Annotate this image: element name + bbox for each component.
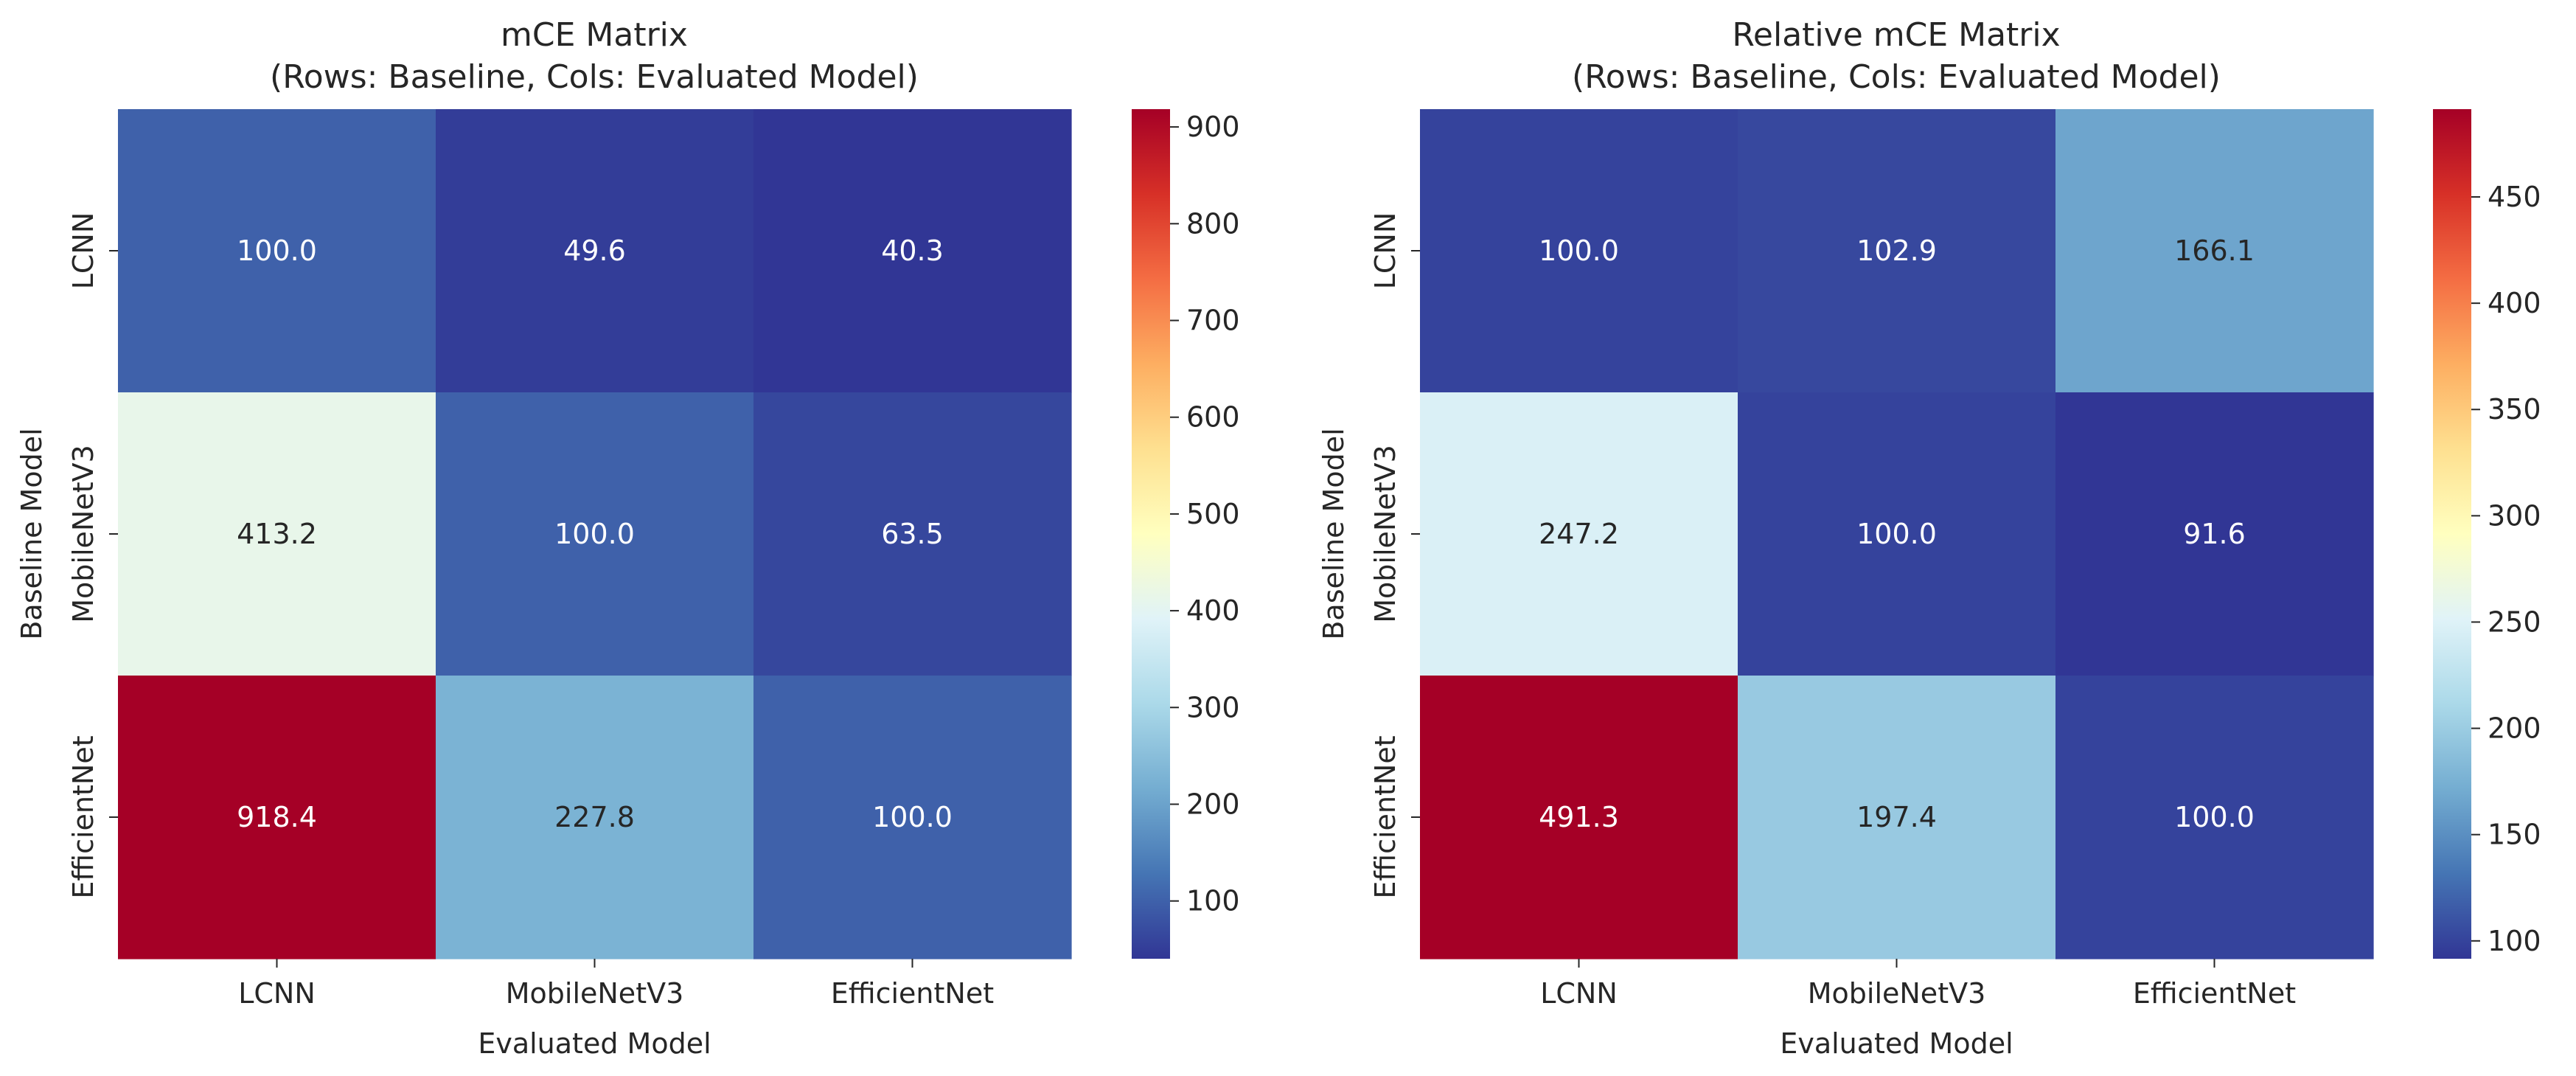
heatmap-cell <box>1420 109 1738 393</box>
cell-label: 227.8 <box>554 801 635 833</box>
x-tick-label: MobileNetV3 <box>1808 977 1986 1010</box>
colorbar-tick-label: 450 <box>2488 181 2541 213</box>
heatmap-panel-2: Relative mCE Matrix (Rows: Baseline, Cols… <box>1317 16 2541 1060</box>
cell-label: 918.4 <box>237 801 317 833</box>
heatmap-cell <box>1420 392 1738 676</box>
heatmap-cell <box>2055 676 2374 959</box>
cell-label: 63.5 <box>881 518 944 550</box>
cell-label: 102.9 <box>1856 235 1937 267</box>
colorbar-tick-label: 700 <box>1186 305 1240 337</box>
colorbar-tick-label: 900 <box>1186 111 1240 143</box>
cell-label: 100.0 <box>1539 235 1619 267</box>
colorbar-tick-label: 200 <box>1186 788 1240 820</box>
y-tick-label: LCNN <box>67 212 100 290</box>
y-axis-label: Baseline Model <box>15 428 48 639</box>
x-tick-label: LCNN <box>1540 977 1618 1010</box>
heatmap-cell <box>1738 676 2056 959</box>
y-tick-label: EfficientNet <box>67 735 100 898</box>
colorbar-tick-label: 500 <box>1186 498 1240 530</box>
cell-label: 100.0 <box>2174 801 2255 833</box>
x-axis-label: Evaluated Model <box>1780 1027 2013 1060</box>
colorbar-tick-label: 600 <box>1186 401 1240 434</box>
cell-label: 49.6 <box>563 235 626 267</box>
colorbar-tick-label: 150 <box>2488 819 2541 851</box>
chart-subtitle: (Rows: Baseline, Cols: Evaluated Model) <box>1572 58 2221 96</box>
colorbar-tick-label: 400 <box>2488 287 2541 319</box>
colorbar-tick-label: 350 <box>2488 393 2541 426</box>
x-tick-label: LCNN <box>238 977 316 1010</box>
heatmap-cell <box>436 392 754 676</box>
colorbar-tick-label: 400 <box>1186 594 1240 627</box>
heatmap-cell <box>118 109 436 393</box>
heatmap-cell <box>1738 109 2056 393</box>
heatmap-cell <box>753 676 1072 959</box>
colorbar-tick-label: 100 <box>2488 925 2541 957</box>
cell-label: 100.0 <box>237 235 317 267</box>
cell-label: 247.2 <box>1539 518 1619 550</box>
colorbar-tick-label: 250 <box>2488 605 2541 638</box>
x-tick-label: MobileNetV3 <box>506 977 684 1010</box>
heatmap-cell <box>436 109 754 393</box>
cell-label: 100.0 <box>1856 518 1937 550</box>
colorbar-tick-label: 800 <box>1186 207 1240 240</box>
heatmap-cell <box>118 392 436 676</box>
colorbar <box>2433 109 2471 959</box>
cell-label: 40.3 <box>881 235 944 267</box>
cell-label: 166.1 <box>2174 235 2255 267</box>
heatmap-cell <box>2055 392 2374 676</box>
x-axis-label: Evaluated Model <box>478 1027 711 1060</box>
heatmap-cell <box>1738 392 2056 676</box>
chart-subtitle: (Rows: Baseline, Cols: Evaluated Model) <box>270 58 919 96</box>
heatmap-cell <box>118 676 436 959</box>
cell-label: 491.3 <box>1539 801 1619 833</box>
heatmap-cell <box>2055 109 2374 393</box>
y-tick-label: LCNN <box>1369 212 1402 290</box>
heatmap-cell <box>753 109 1072 393</box>
cell-label: 100.0 <box>554 518 635 550</box>
y-tick-label: MobileNetV3 <box>1369 445 1402 623</box>
y-axis-label: Baseline Model <box>1317 428 1350 639</box>
y-tick-label: EfficientNet <box>1369 735 1402 898</box>
colorbar <box>1132 109 1170 959</box>
colorbar-tick-label: 300 <box>2488 499 2541 532</box>
heatmap-panel-1: mCE Matrix (Rows: Baseline, Cols: Evaluat… <box>15 16 1240 1060</box>
colorbar-tick-label: 200 <box>2488 712 2541 745</box>
colorbar-tick-label: 100 <box>1186 885 1240 917</box>
cell-label: 91.6 <box>2183 518 2246 550</box>
cell-label: 100.0 <box>872 801 953 833</box>
colorbar-tick-label: 300 <box>1186 691 1240 723</box>
heatmap-cell <box>436 676 754 959</box>
chart-title: mCE Matrix <box>501 16 688 54</box>
chart-title: Relative mCE Matrix <box>1732 16 2060 54</box>
heatmap-cell <box>1420 676 1738 959</box>
x-tick-label: EfficientNet <box>831 977 994 1010</box>
heatmap-cell <box>753 392 1072 676</box>
cell-label: 197.4 <box>1856 801 1937 833</box>
x-tick-label: EfficientNet <box>2133 977 2296 1010</box>
y-tick-label: MobileNetV3 <box>67 445 100 623</box>
cell-label: 413.2 <box>237 518 317 550</box>
